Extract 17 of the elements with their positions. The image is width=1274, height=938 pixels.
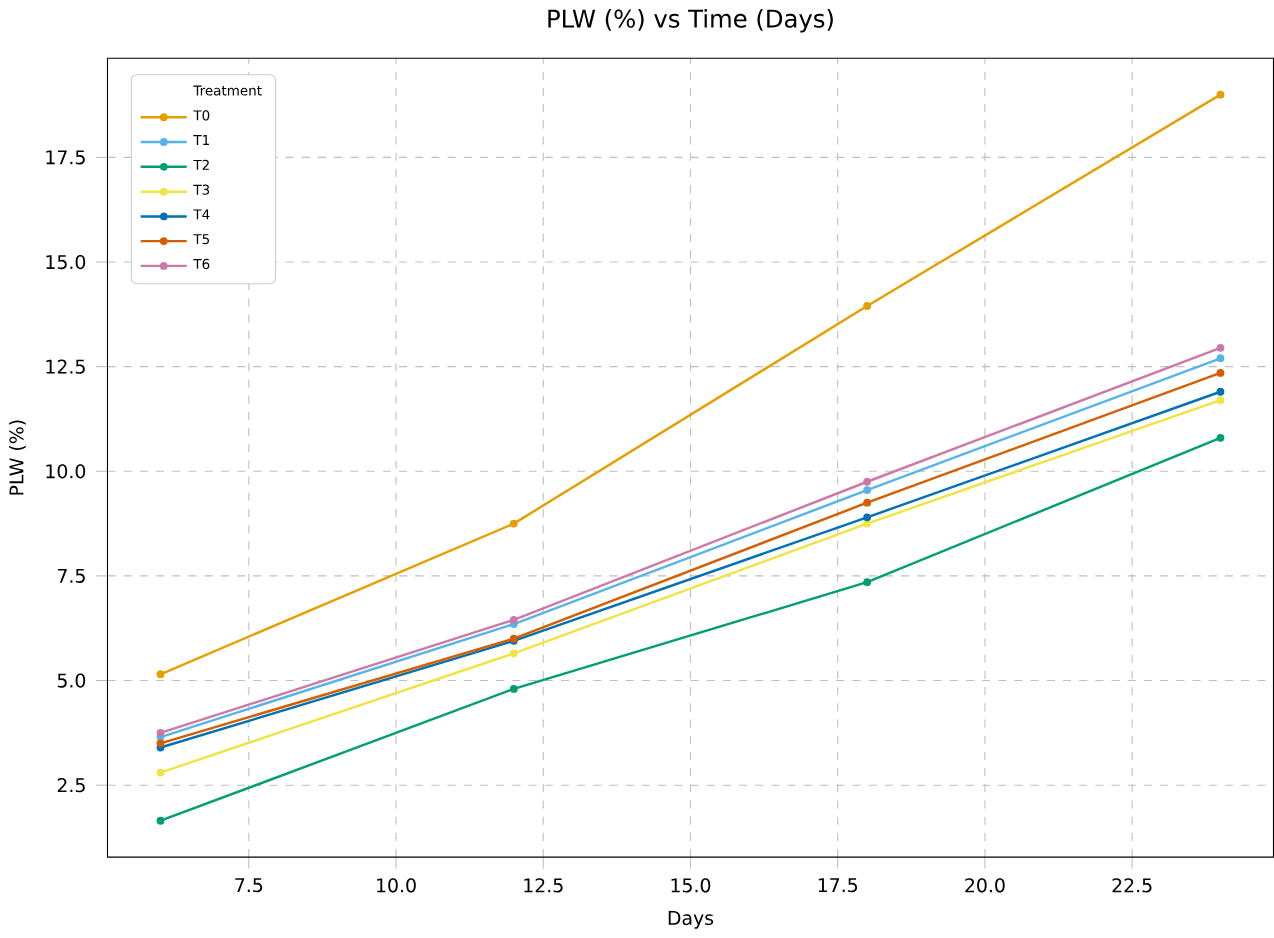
y-tick-label: 2.5 [57, 778, 85, 793]
x-tick-label: 15.0 [671, 878, 711, 893]
x-tick-label: 12.5 [524, 878, 563, 893]
x-tick-label: 22.5 [1112, 878, 1152, 893]
y-tick-label: 12.5 [46, 359, 85, 374]
y-tick-label: 7.5 [57, 569, 85, 584]
y-tick-label: 17.5 [46, 150, 85, 165]
x-axis-title: Days [668, 911, 714, 929]
x-tick-label: 17.5 [818, 878, 858, 893]
y-tick-label: 5.0 [57, 673, 86, 688]
y-tick-label: 10.0 [46, 464, 86, 479]
chart-title: PLW (%) vs Time (Days) [548, 9, 833, 33]
y-tick-label: 15.0 [46, 255, 86, 270]
x-tick-label: 20.0 [965, 878, 1005, 893]
x-tick-label: 10.0 [377, 878, 416, 893]
y-axis-title: PLW (%) [9, 420, 26, 495]
x-tick-label: 7.5 [235, 878, 263, 893]
